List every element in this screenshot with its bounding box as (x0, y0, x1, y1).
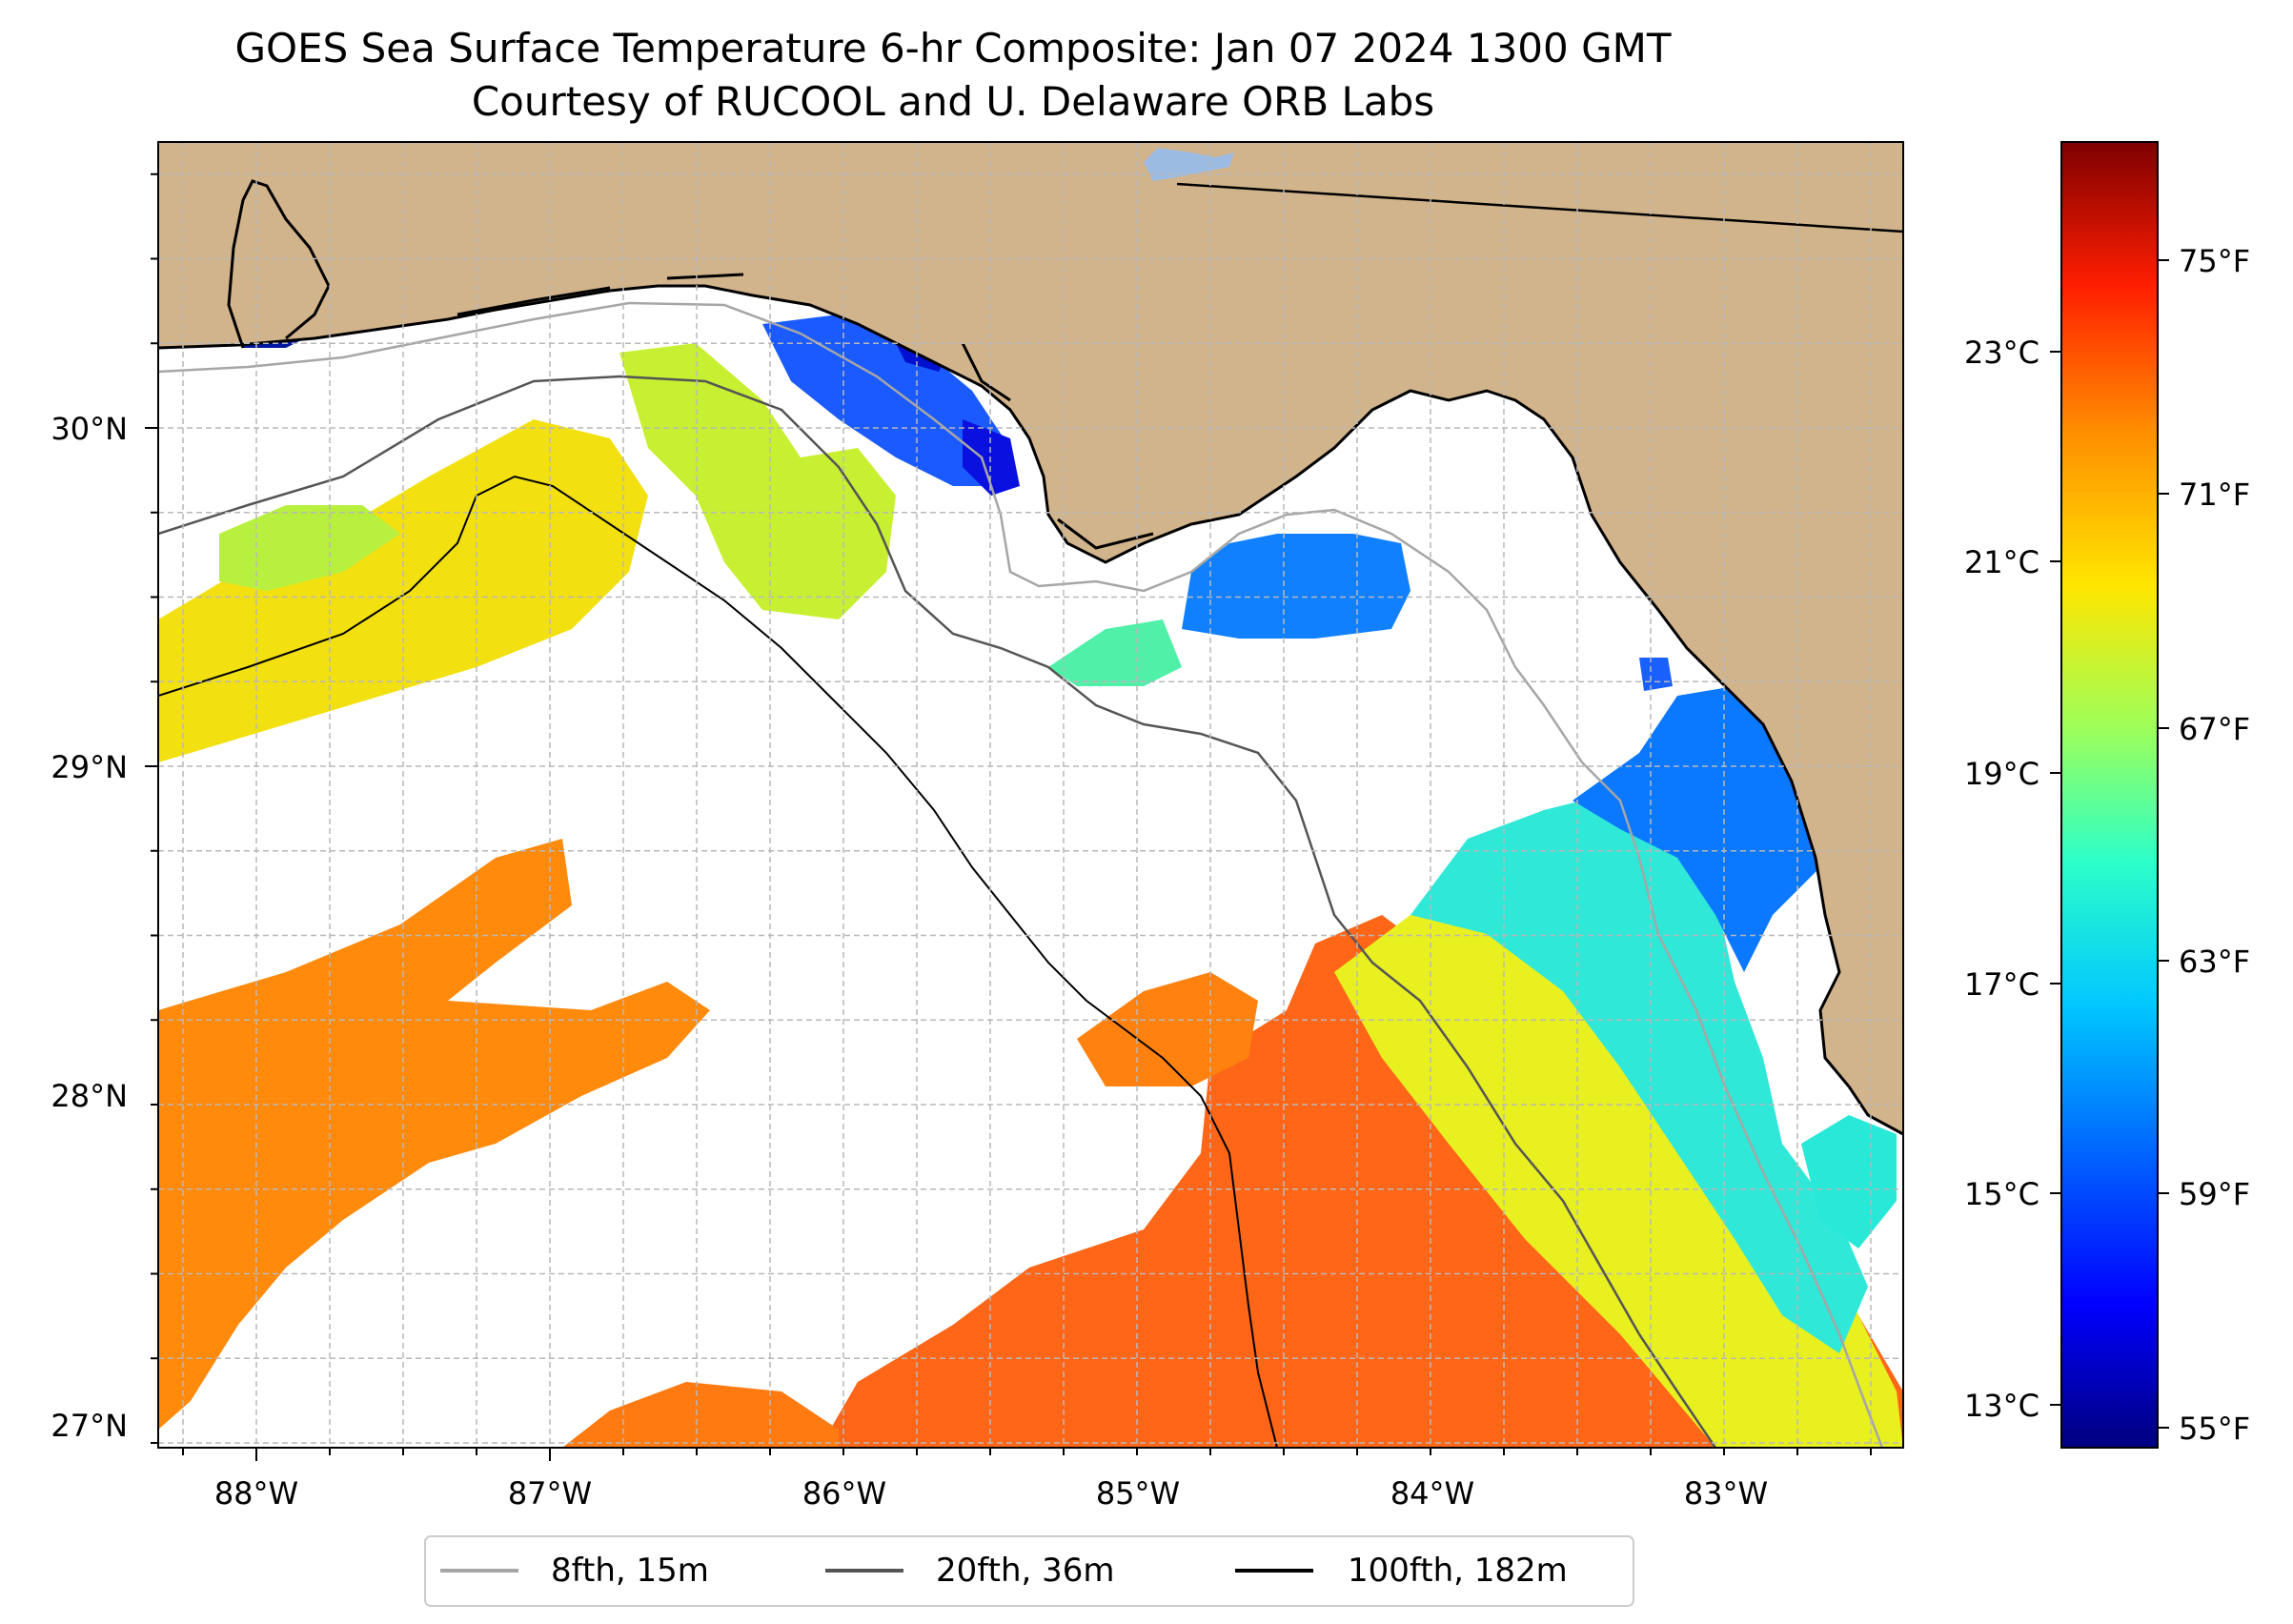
sst-patch-tampa-cyan (1801, 1115, 1897, 1248)
sst-patch-midshelf-orange (1077, 972, 1258, 1086)
lat-tick-labels: 30°N 29°N 28°N 27°N (51, 411, 128, 1444)
cbar-label-71f: 71°F (2179, 477, 2250, 513)
land-northern (158, 142, 1903, 1134)
lon-label-88w: 88°W (214, 1475, 298, 1512)
cbar-label-67f: 67°F (2179, 711, 2250, 747)
barrier-islands (457, 273, 1154, 550)
lon-label-84w: 84°W (1390, 1475, 1474, 1512)
lon-label-86w: 86°W (802, 1475, 886, 1512)
map-frame (157, 141, 1904, 1449)
isobath-15m (158, 301, 1884, 1448)
map-subtitle: Courtesy of RUCOOL and U. Delaware ORB L… (471, 78, 1435, 125)
isobath-182m (158, 475, 1278, 1448)
sst-patch-panhandle-green (619, 343, 896, 619)
cbar-label-21c: 21°C (1964, 544, 2039, 580)
colorbar: 23°C 21°C 19°C 17°C 15°C 13°C 75°F 71°F … (1964, 141, 2250, 1449)
lon-label-87w: 87°W (508, 1475, 592, 1512)
colorbar-gradient (2060, 141, 2159, 1449)
axis-ticks (145, 173, 1872, 1461)
cbar-label-75f: 75°F (2179, 243, 2250, 279)
sst-patch-apalachee-cyan (1048, 619, 1182, 686)
sst-patch-apalachee-blue (1182, 534, 1410, 639)
sst-patch-cedarkey-blue (1639, 658, 1673, 691)
sst-patch-shelf-green (219, 505, 400, 591)
legend-label-182m: 100fth, 182m (1348, 1552, 1568, 1590)
map-title: GOES Sea Surface Temperature 6-hr Compos… (234, 25, 1672, 71)
cbar-label-19c: 19°C (1964, 756, 2039, 792)
lake (1144, 148, 1234, 181)
cbar-label-23c: 23°C (1964, 335, 2039, 371)
sst-data-layer (158, 210, 1903, 1448)
sst-patch-east-gradient-yellow (1334, 896, 1903, 1448)
isobath-36m (158, 375, 1717, 1448)
gridlines (158, 142, 1903, 1448)
lat-label-28n: 28°N (51, 1078, 128, 1114)
land-layer (158, 142, 1903, 1134)
sst-patch-bigbend-blue (1573, 686, 1830, 972)
sst-patch-east-cyan (1410, 791, 1868, 1353)
legend-box (424, 1535, 1634, 1607)
cbar-label-59f: 59°F (2179, 1176, 2250, 1212)
lat-label-27n: 27°N (51, 1408, 128, 1444)
lon-tick-labels: 88°W 87°W 86°W 85°W 84°W 83°W (214, 1475, 1768, 1512)
lon-label-85w: 85°W (1096, 1475, 1180, 1512)
mobile-bay-shore (227, 179, 331, 349)
legend-label-36m: 20fth, 36m (936, 1552, 1115, 1590)
state-border (1176, 182, 1903, 233)
sst-patch-west-orange (158, 839, 710, 1430)
legend-label-15m: 8fth, 15m (551, 1552, 709, 1590)
cbar-label-15c: 15°C (1964, 1176, 2039, 1212)
coastline (158, 284, 1903, 1136)
lat-label-30n: 30°N (51, 411, 128, 447)
colorbar-ticks (2050, 259, 2169, 1429)
cbar-label-13c: 13°C (1964, 1388, 2039, 1424)
cbar-label-17c: 17°C (1964, 966, 2039, 1003)
cbar-label-63f: 63°F (2179, 944, 2250, 980)
sst-patch-stjoe-blue (762, 315, 1010, 486)
lon-label-83w: 83°W (1684, 1475, 1768, 1512)
cbar-label-55f: 55°F (2179, 1411, 2250, 1447)
map-panel[interactable] (158, 142, 1903, 1448)
lat-label-29n: 29°N (51, 749, 128, 785)
isobath-legend: 8fth, 15m 20fth, 36m 100fth, 182m (424, 1535, 1634, 1607)
sst-patch-stjoebay-blue (963, 419, 1020, 496)
